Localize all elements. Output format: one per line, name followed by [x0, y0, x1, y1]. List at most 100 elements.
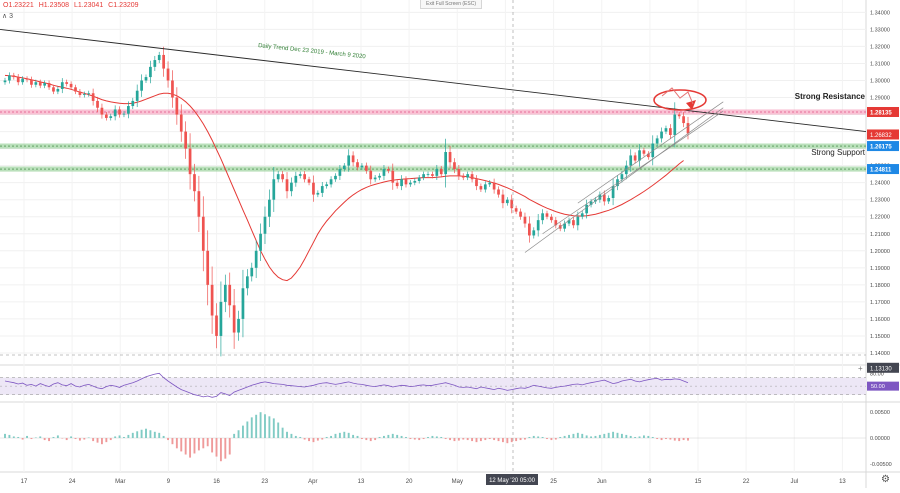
candle-body	[294, 175, 298, 183]
time-tick-label: Jun	[597, 479, 607, 485]
candle-body	[307, 179, 311, 183]
candle-body	[642, 150, 646, 154]
time-tick-label: 8	[648, 479, 652, 485]
price-tag-value: 1.13130	[870, 366, 892, 372]
candle-body	[149, 66, 152, 78]
candle-body	[479, 186, 483, 190]
exit-fullscreen-button[interactable]: Exit Full Screen (ESC)	[420, 0, 482, 9]
crosshair-time-label: 12 May '20 05:00	[489, 478, 536, 484]
candle-body	[241, 288, 245, 319]
candle-body	[47, 83, 51, 88]
candle-body	[320, 186, 324, 193]
histogram-tick-label: 0.00000	[870, 436, 890, 442]
candle-body	[664, 128, 668, 132]
candle-body	[545, 213, 549, 217]
candle-body	[122, 113, 126, 115]
open-value: O1.23221	[3, 2, 34, 9]
histogram-pane[interactable]: 0.00500 0.00000 -0.00500	[0, 410, 892, 468]
plus-icon: +	[858, 364, 863, 373]
price-tick-label: 1.15000	[870, 334, 890, 340]
candle-body	[589, 201, 593, 205]
candle-body	[638, 150, 641, 161]
candle-body	[338, 169, 342, 176]
rsi-pane[interactable]: 80.00 50.00	[0, 371, 899, 398]
candle-body	[276, 174, 280, 180]
candle-body	[118, 109, 121, 115]
rising-channel[interactable]	[524, 101, 724, 253]
candle-body	[439, 169, 443, 175]
candle-body	[413, 180, 417, 183]
candle-body	[25, 78, 29, 80]
candle-body	[422, 174, 425, 178]
candle-body	[175, 97, 179, 115]
candle-body	[669, 128, 672, 135]
sr-zones	[0, 109, 866, 172]
candle-body	[69, 83, 73, 88]
candle-body	[395, 182, 399, 187]
channel-lower-line	[524, 107, 724, 253]
zone-price-tag	[867, 106, 899, 117]
time-tick-label: Apr	[308, 479, 317, 485]
candle-body	[651, 143, 655, 158]
time-tick-label: May	[452, 479, 463, 485]
candle-body	[281, 174, 284, 180]
time-axis[interactable]: 1724Mar91623Apr1320May1825Jun81522Jul13	[21, 479, 847, 485]
candle-body	[572, 220, 575, 226]
candle-body	[290, 182, 293, 192]
candle-body	[519, 211, 522, 217]
candle-body	[228, 284, 232, 306]
candle-body	[356, 162, 359, 168]
candle-body	[501, 194, 505, 204]
candle-body	[65, 82, 69, 84]
price-tick-label: 1.18000	[870, 283, 890, 289]
time-tick-label: 20	[406, 479, 413, 485]
candle-body	[435, 169, 439, 176]
candle-body	[272, 179, 276, 200]
zone-price-value: 1.26175	[870, 145, 892, 151]
candle-body	[82, 94, 86, 95]
candle-body	[78, 91, 82, 95]
candle-body	[492, 182, 496, 190]
candle-body	[369, 170, 373, 180]
close-value: C1.23209	[108, 2, 139, 9]
price-tick-label: 1.33000	[870, 27, 890, 33]
trendline	[0, 28, 867, 133]
price-tag	[867, 362, 899, 373]
candle-body	[162, 54, 165, 69]
candle-body	[660, 131, 663, 139]
candle-body	[624, 165, 628, 175]
candle-body	[400, 179, 403, 187]
candle-body	[56, 89, 60, 92]
candle-body	[43, 83, 47, 86]
candle-body	[298, 174, 302, 176]
candle-body	[109, 116, 113, 118]
candle-body	[342, 165, 346, 170]
rsi-line	[4, 372, 689, 398]
candle-body	[409, 182, 412, 185]
candle-body	[483, 184, 487, 190]
time-tick-label: 23	[261, 479, 268, 485]
zone-price-value: 1.24811	[870, 168, 892, 174]
strong-support-label: Strong Support	[811, 148, 866, 157]
candle-body	[210, 284, 214, 316]
rsi-band	[0, 377, 866, 395]
time-tick-label: Mar	[115, 479, 125, 485]
candle-body	[245, 276, 249, 289]
candle-body	[382, 169, 386, 176]
price-tick-label: 1.34000	[870, 10, 890, 16]
price-axis[interactable]: 1.34000 1.33000 1.32000 1.31000 1.30000 1.290…	[870, 10, 890, 357]
candle-body	[541, 213, 544, 221]
candle-body	[34, 82, 38, 85]
candle-body	[607, 197, 611, 202]
candle-body	[585, 204, 589, 214]
candle-body	[188, 148, 192, 175]
candle-body	[166, 68, 170, 81]
gear-icon[interactable]: ⚙	[881, 474, 890, 485]
collapse-indicators-button[interactable]: ∧ 3	[2, 13, 13, 20]
zone-price-tag	[867, 164, 899, 175]
candle-body	[30, 79, 33, 85]
price-tick-label: 1.20000	[870, 249, 890, 255]
candle-body	[497, 189, 500, 195]
candle-body	[387, 169, 390, 171]
